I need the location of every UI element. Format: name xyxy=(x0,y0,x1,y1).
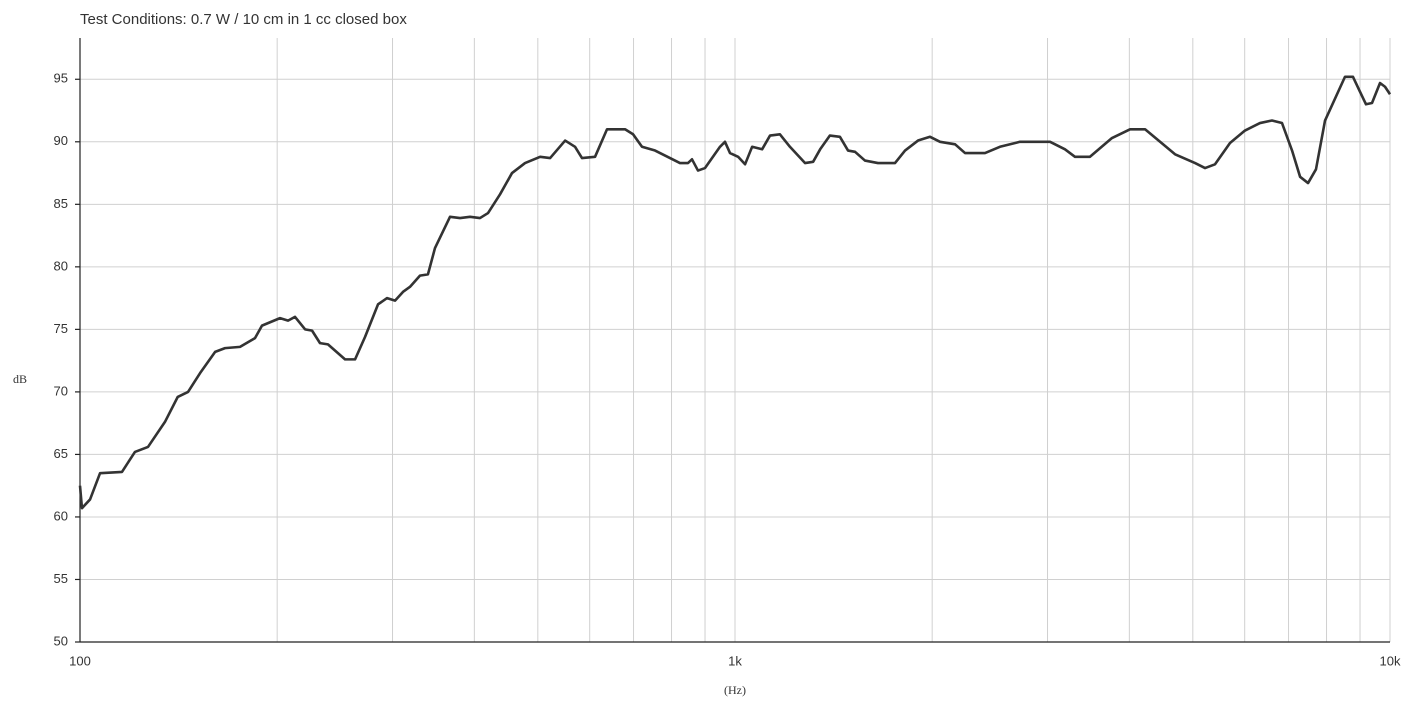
y-tick-label: 50 xyxy=(54,633,68,648)
y-tick-label: 60 xyxy=(54,508,68,523)
chart-title: Test Conditions: 0.7 W / 10 cm in 1 cc c… xyxy=(80,11,407,28)
y-axis-label: dB xyxy=(13,372,27,386)
y-tick-label: 65 xyxy=(54,446,68,461)
x-tick-label: 10k xyxy=(1380,653,1401,668)
y-tick-label: 80 xyxy=(54,258,68,273)
y-tick-label: 95 xyxy=(54,71,68,86)
x-tick-label: 100 xyxy=(69,653,91,668)
response-line xyxy=(78,75,1392,510)
y-tick-label: 90 xyxy=(54,133,68,148)
y-tick-label: 85 xyxy=(54,196,68,211)
y-tick-label: 55 xyxy=(54,571,68,586)
x-tick-label: 1k xyxy=(728,653,742,668)
y-tick-label: 75 xyxy=(54,321,68,336)
x-axis-label: (Hz) xyxy=(724,683,746,697)
y-tick-label: 70 xyxy=(54,383,68,398)
